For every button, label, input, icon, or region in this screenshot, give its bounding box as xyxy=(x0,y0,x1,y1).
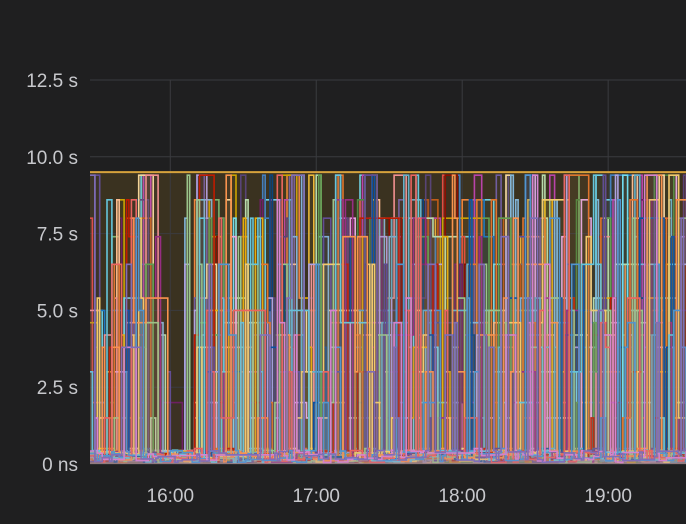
x-tick-label: 19:00 xyxy=(584,486,632,507)
y-tick-label: 12.5 s xyxy=(26,71,78,92)
series-fill xyxy=(90,175,686,464)
y-tick-label: 0 ns xyxy=(42,455,78,476)
y-axis: 0 ns 2.5 s 5.0 s 7.5 s 10.0 s 12.5 s xyxy=(26,71,78,476)
series-fill xyxy=(90,175,686,464)
series-fill xyxy=(90,175,686,464)
series-fill xyxy=(90,175,686,464)
series-fill xyxy=(90,175,686,464)
series-line[interactable] xyxy=(90,174,686,464)
x-axis: 16:00 17:00 18:00 19:00 xyxy=(147,486,632,507)
series-line[interactable] xyxy=(90,174,686,464)
x-tick-label: 17:00 xyxy=(292,486,340,507)
y-tick-label: 2.5 s xyxy=(37,378,78,399)
y-tick-label: 5.0 s xyxy=(37,301,78,322)
series-line[interactable] xyxy=(90,174,686,463)
series-group[interactable] xyxy=(90,174,686,464)
series-fill xyxy=(90,175,686,464)
x-tick-label: 16:00 xyxy=(147,486,195,507)
series-fill xyxy=(90,175,686,464)
series-line[interactable] xyxy=(90,174,686,464)
series-fill xyxy=(90,175,686,464)
x-tick-label: 18:00 xyxy=(438,486,486,507)
series-fill xyxy=(90,175,686,464)
series-fill xyxy=(90,175,686,464)
y-tick-label: 10.0 s xyxy=(26,148,78,169)
series-fill xyxy=(90,175,686,464)
y-tick-label: 7.5 s xyxy=(37,225,78,246)
